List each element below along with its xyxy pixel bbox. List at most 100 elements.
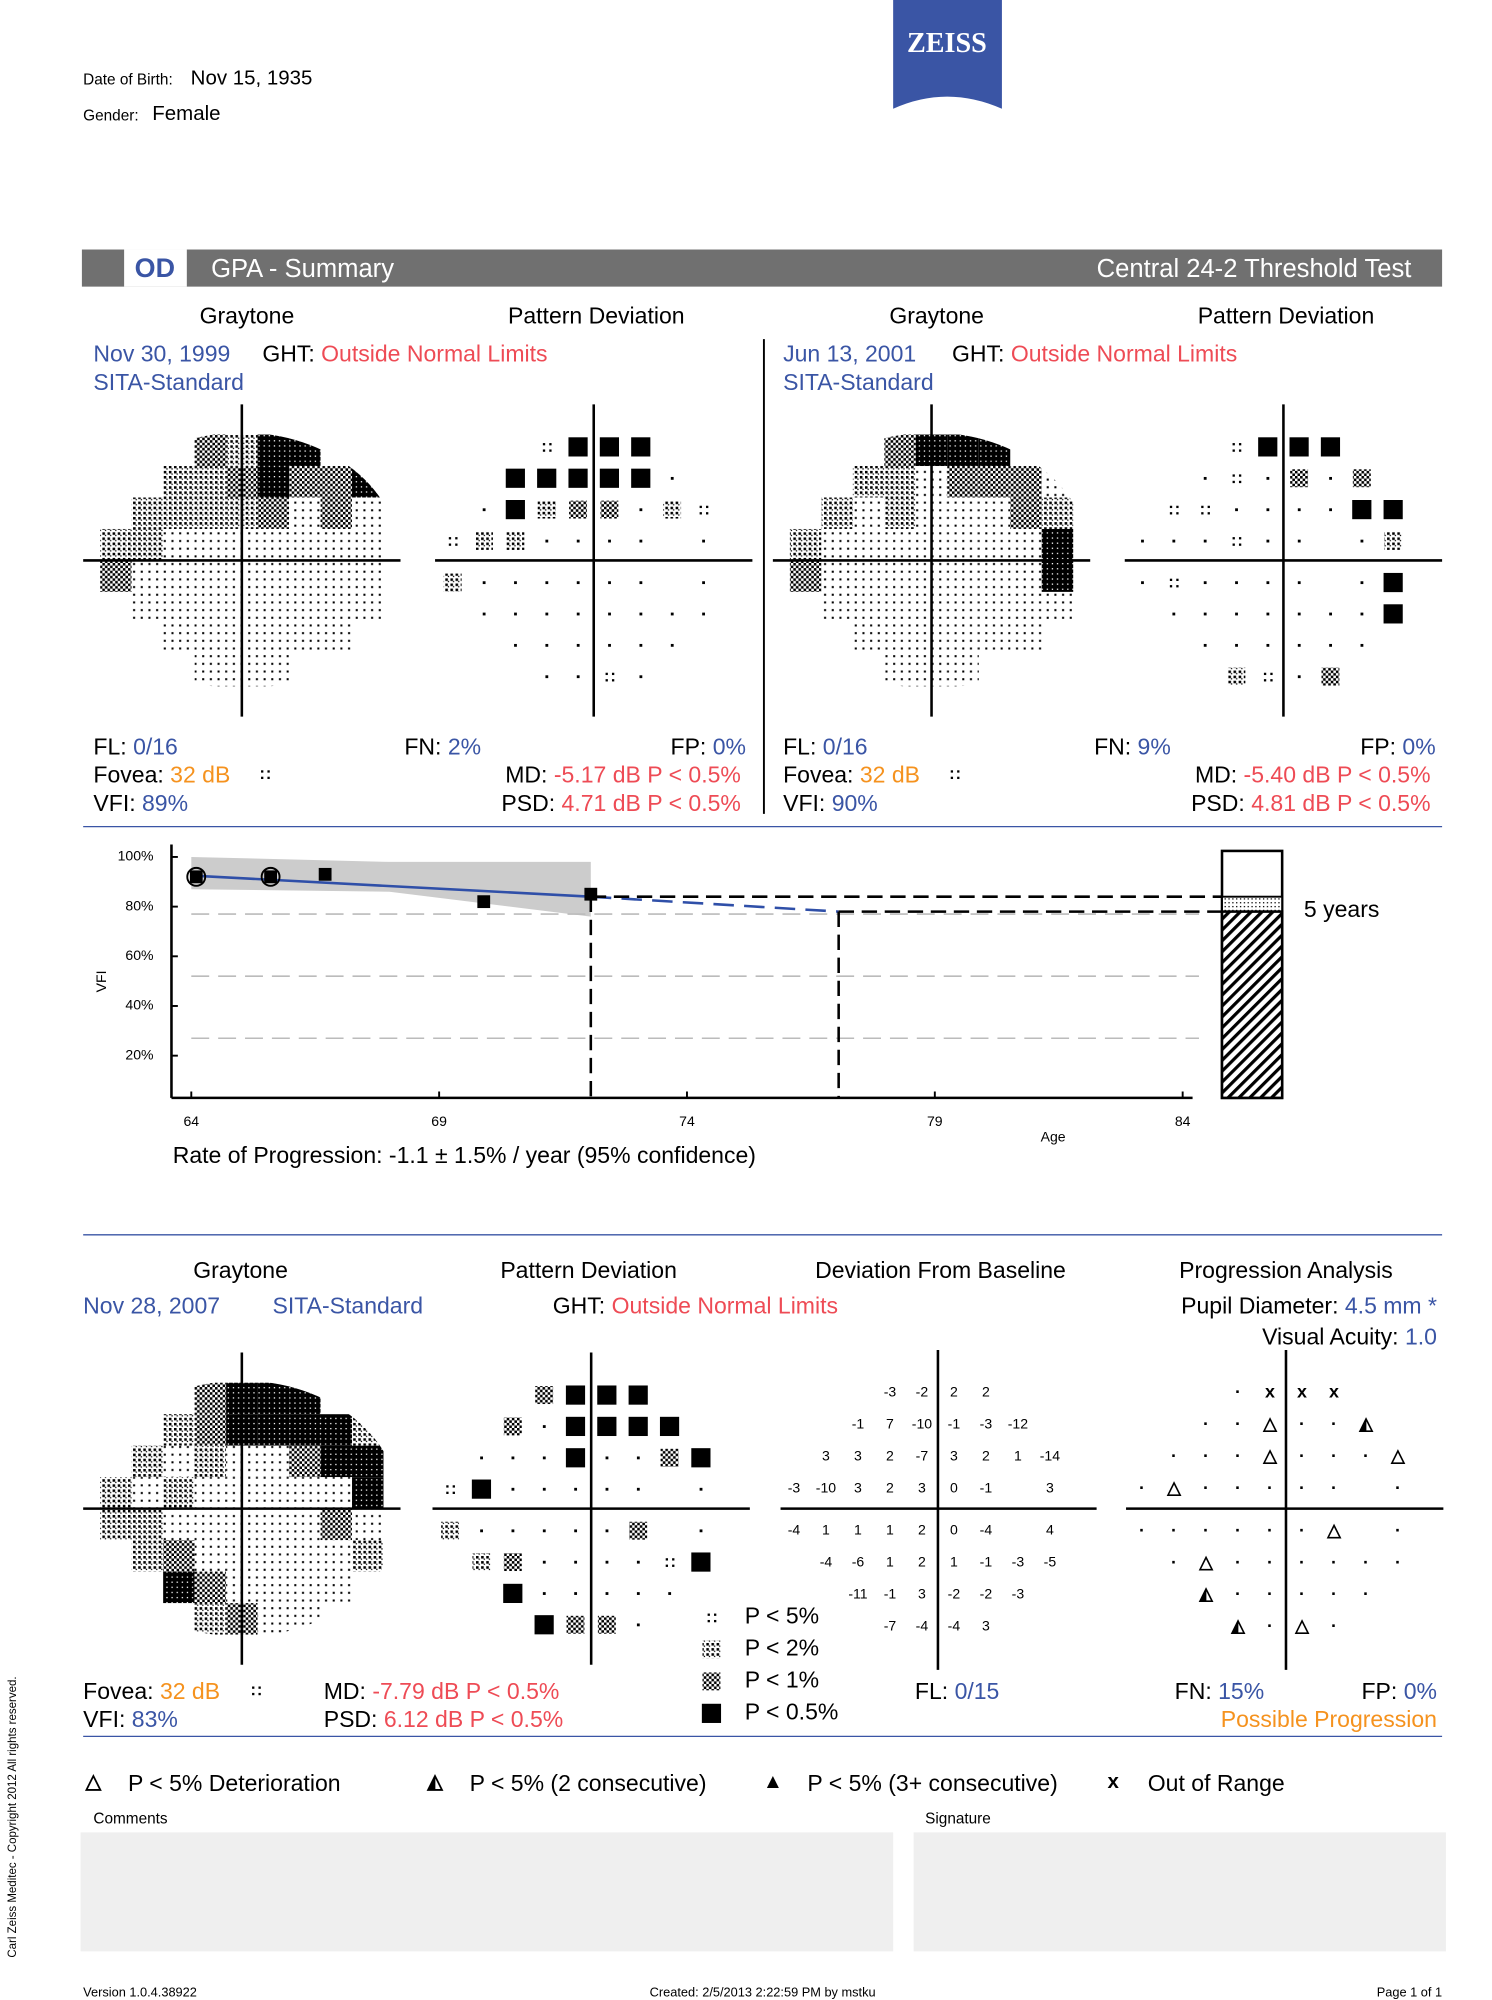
baseline-deviation: -12 [1008, 1416, 1029, 1432]
pd-p5 [957, 770, 960, 773]
pd-p5 [446, 1485, 449, 1488]
x-axis-label: Age [1041, 1128, 1066, 1144]
graytone-cell [884, 591, 916, 624]
y-axis-label: VFI [93, 971, 109, 993]
pd-p05 [1258, 437, 1278, 457]
graytone-cell [289, 1477, 321, 1509]
text-line: MD: -7.79 dB P < 0.5% [324, 1678, 560, 1704]
pd-normal [702, 539, 705, 543]
progression-symbol: ◭ [1198, 1584, 1214, 1604]
text-line: GHT: Outside Normal Limits [553, 1293, 838, 1319]
pd-normal [545, 643, 549, 647]
pd-p1 [660, 1448, 679, 1467]
graytone-cell [194, 1414, 227, 1446]
pd-normal [1360, 643, 1364, 647]
y-tick-label: 60% [125, 947, 153, 963]
pd-p05 [691, 1552, 711, 1572]
baseline-deviation: -6 [852, 1554, 865, 1570]
pd-p5 [258, 1692, 261, 1696]
baseline-deviation: 1 [1014, 1448, 1022, 1464]
text-line: GPA - Summary [211, 255, 394, 283]
pd-normal [511, 1487, 515, 1491]
pd-p5 [1232, 443, 1235, 446]
graytone-cell [257, 623, 290, 655]
baseline-deviation: -5 [1044, 1554, 1057, 1570]
graytone-cell [884, 466, 916, 498]
baseline-deviation: 2 [982, 1384, 990, 1400]
fl: 0/16 [133, 734, 178, 760]
logo-text: ZEISS [907, 29, 987, 60]
psd-label: PSD: [501, 790, 555, 816]
baseline-deviation: 7 [886, 1416, 894, 1432]
strategy: SITA-Standard [783, 369, 934, 395]
pd-normal [1266, 508, 1270, 512]
psd-label: PSD: [324, 1706, 378, 1732]
progression-symbol: △ [1198, 1552, 1214, 1572]
pd-normal [576, 539, 580, 543]
y-tick-label: 100% [118, 848, 154, 864]
pd-normal [1235, 581, 1238, 585]
progression-symbol: · [1363, 1584, 1369, 1604]
pd-p2 [441, 1521, 460, 1540]
pd-p05 [534, 1615, 554, 1635]
text-line: SITA-Standard [273, 1293, 424, 1319]
y-tick-label: 20% [125, 1046, 153, 1062]
graytone-cell [884, 528, 916, 561]
progression-symbol: · [1299, 1446, 1305, 1466]
baseline-deviation: 1 [886, 1522, 894, 1538]
pd-p5 [1238, 449, 1242, 452]
baseline-deviation: -1 [980, 1554, 993, 1570]
pd-p5 [950, 770, 954, 773]
text-line: FN: 9% [1094, 734, 1171, 760]
progression-symbol: △ [1390, 1446, 1406, 1466]
graytone-cell [194, 560, 227, 592]
graytone-cell [194, 434, 227, 467]
graytone-cell [257, 528, 290, 561]
pd-normal [608, 539, 611, 543]
pd-p05 [599, 437, 620, 457]
baseline-ring [186, 866, 207, 887]
pd-normal [576, 581, 580, 585]
graytone-cell [131, 497, 164, 529]
graytone-cell [947, 623, 979, 655]
graytone-cell [821, 528, 853, 561]
baseline-deviation: -7 [916, 1448, 929, 1464]
pd-normal [1235, 643, 1238, 647]
graytone-cell [947, 591, 979, 624]
graytone-cell [947, 466, 979, 498]
graytone-cell [978, 560, 1011, 592]
pd-p1 [1290, 469, 1309, 488]
graytone-cell [352, 466, 384, 498]
pd-p05 [628, 1385, 648, 1405]
fovea: 32 dB [860, 762, 920, 788]
graytone-cell [257, 591, 290, 624]
text-line: GHT: Outside Normal Limits [952, 341, 1237, 367]
pd-normal [639, 581, 643, 585]
text-line: GHT: Outside Normal Limits [262, 341, 547, 367]
pd-p05 [565, 1416, 586, 1437]
pd-normal [1266, 476, 1270, 480]
comments-label: Comments [93, 1811, 168, 1828]
x-tick-label: 64 [183, 1113, 199, 1129]
baseline-deviation: 3 [918, 1480, 926, 1496]
vfi-point [189, 870, 203, 884]
pd-p5 [605, 672, 608, 676]
pd-p5 [1238, 443, 1242, 446]
pd-p05 [505, 468, 525, 488]
pd-normal [639, 508, 643, 512]
vfi: 90% [832, 790, 878, 816]
progression-symbol: · [1299, 1478, 1305, 1498]
progression-symbol: · [1363, 1552, 1369, 1572]
progression-symbol: △ [1262, 1414, 1278, 1434]
pd-normal [670, 476, 674, 480]
vfi-label: VFI: [783, 790, 825, 816]
pd-normal [480, 1456, 483, 1460]
text-line: P < 0.5% [745, 1698, 839, 1724]
pd-p05 [568, 437, 588, 457]
baseline-deviation: 0 [950, 1480, 958, 1496]
pd-p5 [707, 1619, 710, 1623]
text-line: SITA-Standard [783, 369, 934, 395]
pd-p1 [569, 500, 588, 519]
text-line: Graytone [889, 302, 984, 328]
pd-p5 [1238, 474, 1242, 477]
